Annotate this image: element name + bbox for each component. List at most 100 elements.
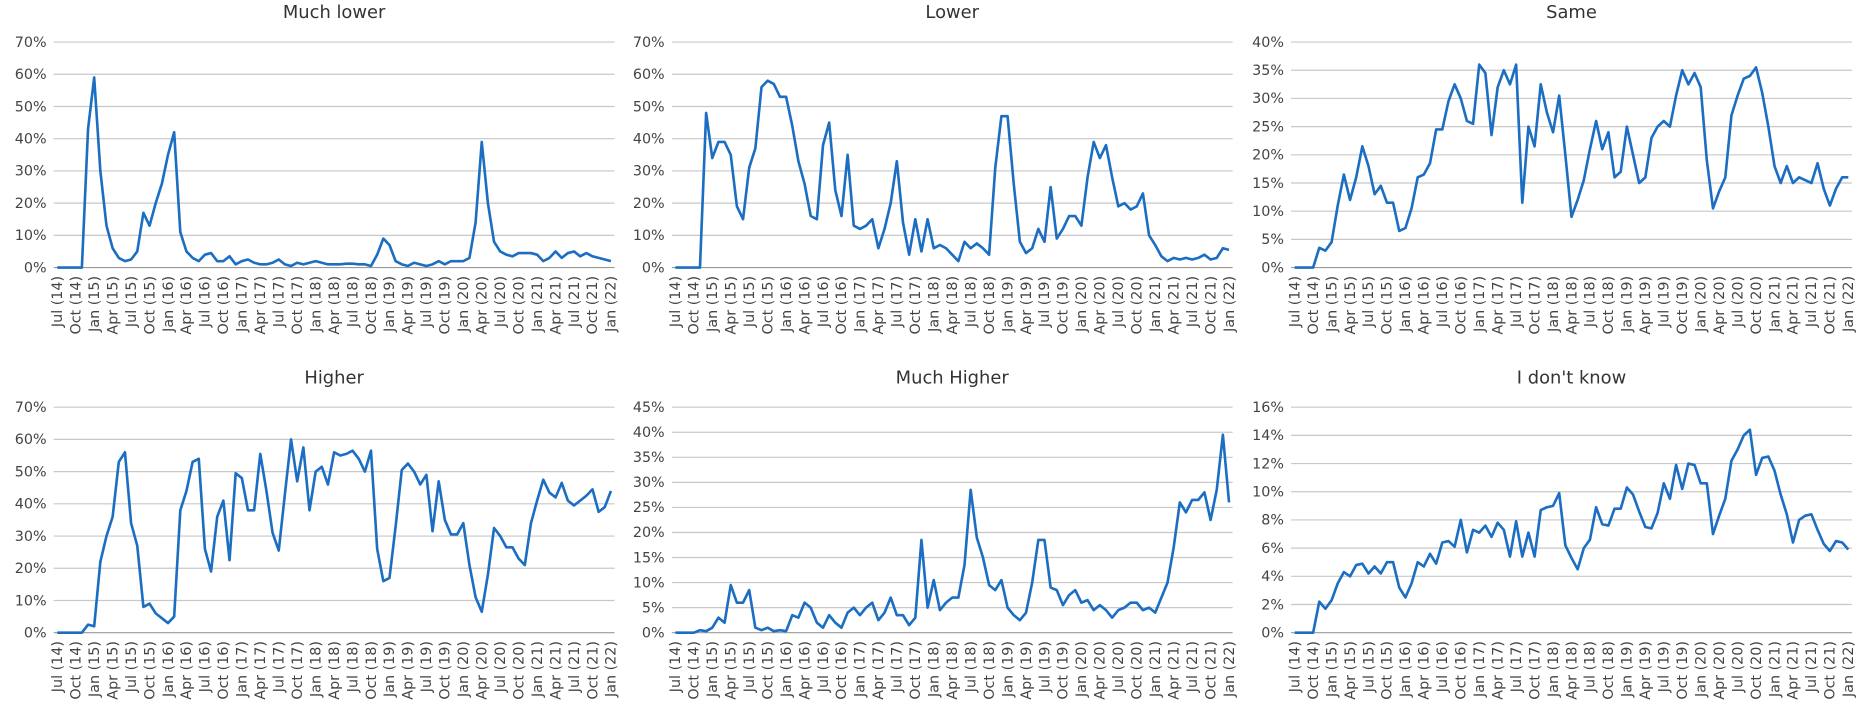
x-tick-label: Jan (21) — [530, 276, 546, 333]
x-tick-label: Apr (21) — [1786, 276, 1802, 335]
x-tick-label: Oct (15) — [142, 641, 158, 700]
chart-title: Much lower — [283, 2, 386, 23]
x-tick-label: Oct (15) — [760, 276, 776, 335]
x-tick-label: Apr (20) — [475, 641, 491, 700]
x-tick-label: Jul (19) — [419, 276, 435, 328]
x-tick-label: Oct (20) — [1749, 276, 1765, 335]
x-tick-label: Jul (19) — [1037, 276, 1053, 328]
x-tick-label: Jul (17) — [1509, 641, 1525, 693]
y-tick-label: 4% — [1261, 569, 1284, 585]
x-tick-label: Oct (18) — [364, 641, 380, 700]
y-tick-label: 0% — [1261, 260, 1284, 276]
y-tick-label: 10% — [15, 228, 47, 244]
x-tick-label: Apr (16) — [797, 276, 813, 335]
x-tick-label: Jan (22) — [1222, 276, 1238, 333]
x-tick-label: Apr (18) — [327, 641, 343, 700]
y-tick-label: 45% — [633, 400, 665, 416]
x-tick-label: Oct (16) — [1454, 276, 1470, 335]
x-tick-label: Apr (20) — [1093, 276, 1109, 335]
x-tick-label: Apr (18) — [945, 276, 961, 335]
x-tick-label: Jul (21) — [1185, 641, 1201, 693]
x-tick-label: Jan (15) — [87, 641, 103, 698]
x-tick-label: Jul (18) — [1583, 641, 1599, 693]
x-tick-label: Jul (17) — [272, 276, 288, 328]
x-tick-label: Oct (18) — [982, 276, 998, 335]
chart-title: I don't know — [1517, 367, 1626, 388]
y-tick-label: 20% — [633, 525, 665, 541]
x-tick-label: Apr (21) — [1166, 641, 1182, 700]
x-tick-label: Apr (18) — [327, 276, 343, 335]
y-tick-label: 40% — [633, 425, 665, 441]
x-tick-label: Jul (17) — [890, 276, 906, 328]
x-tick-label: Jan (16) — [161, 276, 177, 333]
chart-title: Much Higher — [896, 367, 1010, 388]
x-tick-label: Jan (15) — [705, 276, 721, 333]
x-tick-label: Jan (18) — [308, 276, 324, 333]
x-tick-label: Apr (18) — [1564, 641, 1580, 700]
x-tick-label: Jul (18) — [1583, 276, 1599, 328]
x-tick-label: Oct (17) — [908, 276, 924, 335]
x-tick-label: Oct (21) — [1203, 641, 1219, 700]
x-tick-label: Jul (20) — [493, 641, 509, 693]
x-tick-label: Jul (21) — [1804, 641, 1820, 693]
x-tick-label: Apr (16) — [797, 641, 813, 700]
x-tick-label: Oct (17) — [908, 641, 924, 700]
y-tick-label: 40% — [1252, 35, 1284, 51]
x-tick-label: Jul (14) — [668, 641, 684, 693]
y-tick-label: 5% — [642, 600, 665, 616]
x-tick-label: Jul (19) — [1037, 641, 1053, 693]
x-tick-label: Jan (15) — [705, 641, 721, 698]
x-tick-label: Jul (16) — [198, 276, 214, 328]
x-tick-label: Jan (18) — [927, 641, 943, 698]
x-tick-label: Oct (21) — [1823, 641, 1839, 700]
x-tick-label: Jan (20) — [456, 641, 472, 698]
y-tick-label: 60% — [15, 67, 47, 83]
x-tick-label: Oct (16) — [834, 276, 850, 335]
x-tick-label: Oct (16) — [834, 641, 850, 700]
data-line — [675, 79, 1230, 269]
y-tick-label: 40% — [15, 497, 47, 513]
x-tick-label: Jan (16) — [1398, 641, 1414, 698]
x-tick-label: Apr (21) — [548, 641, 564, 700]
y-tick-label: 0% — [642, 625, 665, 641]
x-tick-label: Jul (21) — [567, 641, 583, 693]
x-tick-label: Jan (21) — [530, 641, 546, 698]
x-tick-label: Jan (16) — [779, 641, 795, 698]
y-tick-label: 30% — [1252, 91, 1284, 107]
y-tick-label: 30% — [633, 475, 665, 491]
x-tick-label: Apr (20) — [1712, 276, 1728, 335]
x-tick-label: Oct (19) — [1056, 276, 1072, 335]
x-tick-label: Jul (17) — [272, 641, 288, 693]
y-tick-label: 0% — [24, 260, 47, 276]
x-tick-label: Jan (19) — [1000, 641, 1016, 698]
y-tick-label: 20% — [15, 561, 47, 577]
y-tick-label: 30% — [633, 164, 665, 180]
y-tick-label: 30% — [15, 164, 47, 180]
y-tick-label: 10% — [1252, 204, 1284, 220]
y-tick-label: 12% — [1252, 456, 1284, 472]
x-tick-label: Jul (15) — [742, 641, 758, 693]
y-tick-label: 25% — [633, 500, 665, 516]
x-tick-label: Oct (19) — [1675, 276, 1691, 335]
x-tick-label: Jul (15) — [1361, 641, 1377, 693]
x-tick-label: Jan (22) — [604, 641, 620, 698]
x-tick-label: Oct (16) — [216, 641, 232, 700]
x-tick-label: Jul (19) — [1657, 641, 1673, 693]
x-tick-label: Oct (15) — [760, 641, 776, 700]
y-tick-label: 25% — [1252, 119, 1284, 135]
y-tick-label: 0% — [1261, 625, 1284, 641]
x-tick-label: Apr (21) — [548, 276, 564, 335]
x-tick-label: Jul (18) — [963, 276, 979, 328]
x-tick-label: Oct (17) — [1527, 276, 1543, 335]
x-tick-label: Jan (19) — [1620, 641, 1636, 698]
x-tick-label: Oct (20) — [511, 641, 527, 700]
x-tick-label: Jan (17) — [1472, 641, 1488, 698]
x-tick-label: Jul (21) — [567, 276, 583, 328]
x-tick-label: Jan (22) — [1841, 276, 1857, 333]
y-tick-label: 40% — [633, 131, 665, 147]
x-tick-label: Oct (18) — [1601, 276, 1617, 335]
y-tick-label: 35% — [1252, 63, 1284, 79]
x-tick-label: Jul (14) — [668, 276, 684, 328]
